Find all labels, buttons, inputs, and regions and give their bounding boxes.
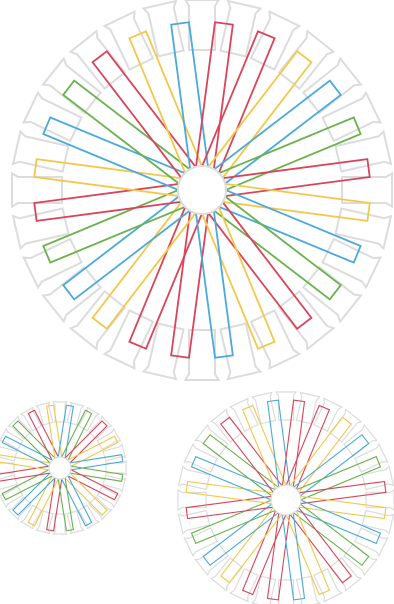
outer-spoke — [334, 207, 393, 251]
outer-spoke — [341, 171, 393, 209]
outer-spoke — [295, 391, 321, 425]
medium-spoke-wheel — [177, 391, 394, 604]
outer-spoke — [102, 309, 155, 371]
outer-spoke — [194, 543, 229, 577]
outer-spoke — [229, 568, 259, 603]
outer-spoke — [229, 397, 259, 432]
outer-spoke — [334, 129, 393, 173]
outer-spoke — [11, 171, 63, 209]
hub-circle — [177, 165, 227, 215]
outer-spoke — [183, 329, 221, 381]
outer-spoke — [41, 56, 103, 115]
outer-spoke — [21, 90, 83, 143]
outer-spoke — [354, 527, 389, 557]
outer-spoke — [219, 0, 263, 58]
outer-spoke — [0, 460, 15, 476]
outer-spoke — [365, 489, 394, 511]
outer-spoke — [102, 474, 127, 493]
outer-spoke — [313, 568, 343, 603]
outer-spoke — [88, 496, 113, 521]
hub-circle — [48, 456, 72, 480]
outer-spoke — [321, 90, 383, 143]
outer-spoke — [277, 289, 336, 351]
outer-spoke — [96, 485, 122, 509]
outer-spoke — [41, 265, 103, 324]
outer-spoke — [105, 460, 127, 476]
outer-spoke — [0, 443, 18, 462]
outer-spoke — [277, 579, 295, 604]
small-spoke-wheel — [0, 401, 127, 535]
hub-circle — [270, 484, 302, 516]
outer-spoke — [77, 406, 101, 432]
outer-spoke — [183, 443, 218, 473]
outer-spoke — [277, 29, 336, 91]
outer-spoke — [184, 0, 220, 51]
outer-spoke — [35, 510, 54, 535]
outer-spoke — [177, 489, 207, 511]
outer-spoke — [68, 29, 127, 91]
outer-spoke — [52, 401, 68, 423]
outer-spoke — [301, 265, 363, 324]
outer-spoke — [102, 9, 155, 71]
outer-spoke — [361, 509, 394, 535]
outer-spoke — [313, 397, 343, 432]
outer-spoke — [249, 9, 302, 71]
outer-spoke — [209, 557, 243, 592]
outer-spoke — [7, 415, 32, 440]
outer-spoke — [251, 575, 277, 604]
outer-spoke — [11, 207, 70, 251]
outer-spoke — [209, 408, 243, 443]
outer-spoke — [329, 557, 363, 592]
large-spoke-wheel — [11, 0, 393, 381]
outer-spoke — [0, 427, 24, 451]
outer-spoke — [52, 513, 68, 535]
outer-spoke — [354, 443, 389, 473]
outer-spoke — [7, 496, 32, 521]
outer-spoke — [141, 0, 185, 58]
outer-spoke — [249, 309, 302, 371]
outer-spoke — [194, 423, 229, 457]
outer-spoke — [177, 465, 211, 491]
outer-spoke — [68, 289, 127, 351]
outer-spoke — [0, 474, 18, 493]
outer-spoke — [275, 391, 297, 421]
outer-spoke — [301, 56, 363, 115]
outer-spoke — [88, 415, 113, 440]
outer-spoke — [329, 408, 363, 443]
outer-spoke — [219, 322, 263, 381]
outer-spoke — [141, 322, 185, 381]
outer-spoke — [321, 237, 383, 290]
outer-spoke — [343, 543, 378, 577]
outer-spoke — [183, 527, 218, 557]
outer-spoke — [11, 129, 70, 173]
outer-spoke — [343, 423, 378, 457]
outer-spoke — [19, 504, 43, 530]
outer-spoke — [21, 237, 83, 290]
outer-spoke — [66, 401, 85, 426]
